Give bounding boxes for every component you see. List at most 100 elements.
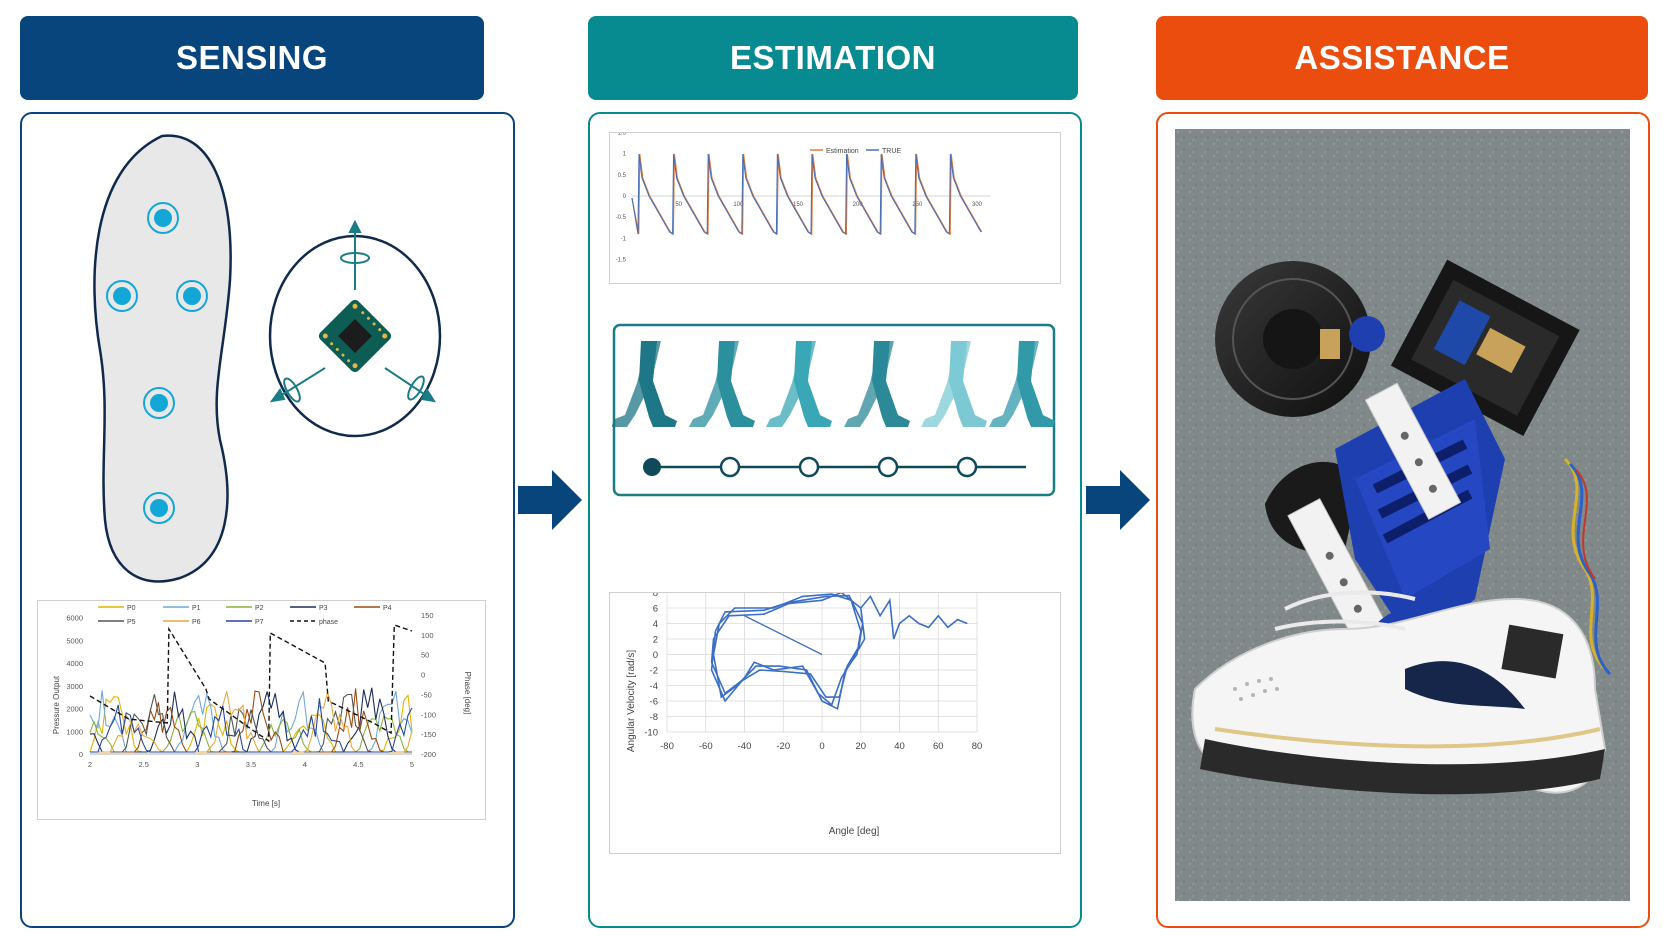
legend-label-p2: P2 <box>255 605 264 612</box>
y-tick-label: 8 <box>653 593 658 599</box>
y-right-tick-label: 0 <box>421 671 425 680</box>
y-tick-label: 1 <box>623 152 627 158</box>
legend-label-p7: P7 <box>255 619 264 626</box>
y-tick-label: 2 <box>653 635 658 646</box>
legend-label-p5: P5 <box>127 619 136 626</box>
arrow-icon <box>518 470 582 530</box>
legend-label-p1: P1 <box>192 605 201 612</box>
x-tick-label: 80 <box>972 741 983 752</box>
phase-portrait-loop <box>710 594 864 698</box>
x-axis-label: Angle [deg] <box>829 826 880 837</box>
x-tick-label: -20 <box>776 741 790 752</box>
x-tick-label: 300 <box>972 202 983 208</box>
estimation-chart-frame <box>609 132 1061 284</box>
y-right-tick-label: -150 <box>421 730 436 739</box>
true-series-line <box>631 153 982 236</box>
legend-label-phase: phase <box>319 619 338 626</box>
y-tick-label: -1 <box>621 236 627 242</box>
y-right-tick-label: 50 <box>421 651 429 660</box>
pressure-series-line <box>90 698 413 753</box>
phase-series-line <box>89 624 413 743</box>
y-right-tick-label: -50 <box>421 690 432 699</box>
y-left-tick-label: 2000 <box>66 705 83 714</box>
gait-phase-marker <box>643 456 978 478</box>
y-left-tick-label: 1000 <box>66 727 83 736</box>
leg-figure <box>844 341 910 427</box>
pressure-series-line <box>90 688 412 753</box>
estimation-header: ESTIMATION <box>588 16 1078 100</box>
x-tick-label: 2 <box>88 760 92 769</box>
phase-portrait-segment <box>744 615 823 656</box>
arrow-icon <box>1086 470 1150 530</box>
back-leg <box>844 341 894 427</box>
y-tick-label: -0.5 <box>616 215 627 221</box>
pressure-series-line <box>90 693 412 753</box>
y-tick-label: 0 <box>623 194 627 200</box>
y-tick-label: 4 <box>653 619 658 630</box>
y-tick-label: -4 <box>650 681 658 692</box>
pressure-sensor-icon <box>106 202 208 524</box>
y-left-axis-label: Pressure Output <box>52 675 61 734</box>
y-left-tick-label: 3000 <box>66 682 83 691</box>
gait-cycle-illustration <box>612 323 1056 497</box>
y-right-tick-label: -200 <box>421 750 436 759</box>
x-tick-label: 50 <box>675 202 682 208</box>
x-tick-label: -40 <box>738 741 752 752</box>
y-right-tick-label: -100 <box>421 710 436 719</box>
y-tick-label: -2 <box>650 666 658 677</box>
y-tick-label: 0 <box>653 650 658 661</box>
y-right-tick-label: 150 <box>421 611 434 620</box>
back-leg <box>766 341 816 427</box>
y-tick-label: 0.5 <box>618 173 627 179</box>
y-left-tick-label: 4000 <box>66 659 83 668</box>
back-leg <box>989 341 1039 427</box>
x-tick-label: 250 <box>912 202 923 208</box>
y-tick-label: -1.5 <box>616 258 627 264</box>
x-axis-label: Time [s] <box>252 799 280 808</box>
x-tick-label: 60 <box>933 741 944 752</box>
y-tick-label: -6 <box>650 697 658 708</box>
legend-true: TRUE <box>882 148 901 155</box>
x-tick-label: 100 <box>733 202 744 208</box>
legend-estimation: Estimation <box>826 148 859 155</box>
sensing-header: SENSING <box>20 16 484 100</box>
x-tick-label: 20 <box>855 741 866 752</box>
leg-figure <box>766 341 832 427</box>
back-leg <box>921 341 971 427</box>
x-tick-label: 4 <box>303 760 307 769</box>
legend-label-p0: P0 <box>127 605 136 612</box>
pressure-chart-frame <box>37 600 486 820</box>
pressure-phase-chart: 7000600050004000300020001000020015010050… <box>52 605 472 808</box>
y-axis-label: Angular Velocity [rad/s] <box>626 650 637 752</box>
x-tick-label: 0 <box>819 741 824 752</box>
x-tick-label: 3.5 <box>246 760 256 769</box>
insole-illustration <box>93 134 442 583</box>
estimation-panel <box>588 112 1082 928</box>
leg-figure <box>689 341 755 427</box>
y-right-axis-label: Phase [deg] <box>463 672 472 715</box>
assistance-header: ASSISTANCE <box>1156 16 1648 100</box>
ankle-exoskeleton-photo <box>1175 129 1630 901</box>
y-tick-label: -8 <box>650 712 658 723</box>
y-tick-label: -10 <box>644 728 658 739</box>
phase-portrait-frame <box>609 592 1061 854</box>
x-tick-label: 200 <box>853 202 864 208</box>
imu-sensor-icon <box>268 219 442 438</box>
legend-label-p6: P6 <box>192 619 201 626</box>
phase-portrait-chart: 1086420-2-4-6-8-10-80-60-40-20020406080 … <box>626 593 983 837</box>
back-leg <box>612 341 661 427</box>
x-tick-label: 150 <box>793 202 804 208</box>
y-left-tick-label: 0 <box>79 750 83 759</box>
back-leg <box>689 341 739 427</box>
x-tick-label: -60 <box>699 741 713 752</box>
estimation-vs-true-chart: 1.5 1 0.5 0 -0.5 -1 -1.5 50 100 150 200 250 300 Esti… <box>616 133 990 264</box>
y-left-tick-label: 5000 <box>66 636 83 645</box>
legend-label-p4: P4 <box>383 605 392 612</box>
x-tick-label: 5 <box>410 760 414 769</box>
x-tick-label: -80 <box>660 741 674 752</box>
leg-figure <box>921 341 987 427</box>
leg-figure <box>989 341 1055 427</box>
x-tick-label: 3 <box>195 760 199 769</box>
x-tick-label: 40 <box>894 741 905 752</box>
y-tick-label: 1.5 <box>618 133 627 137</box>
